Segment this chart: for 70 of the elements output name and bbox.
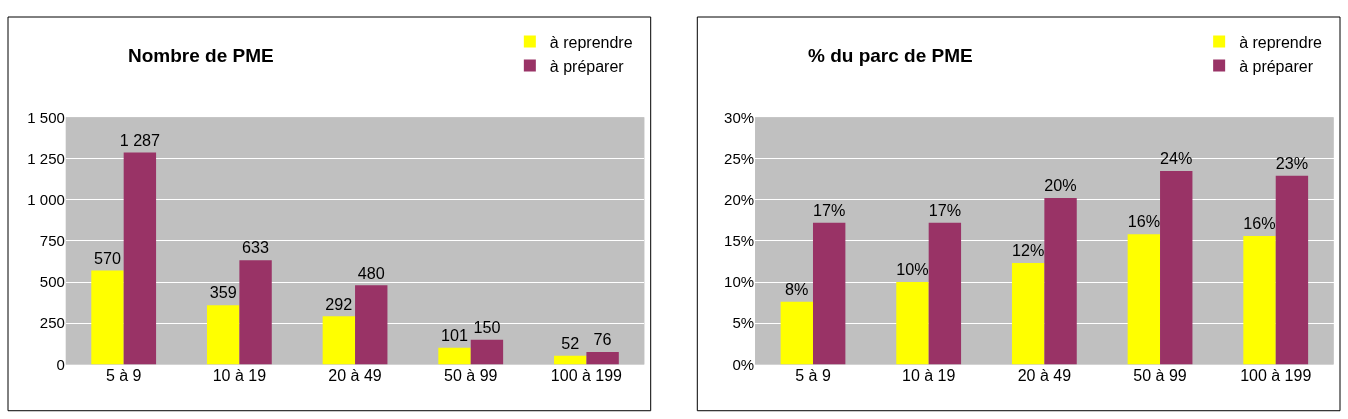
data-label: 23% bbox=[1275, 154, 1309, 173]
data-label: 480 bbox=[357, 263, 385, 282]
x-tick-label: 10 à 19 bbox=[212, 367, 267, 385]
data-label: 16% bbox=[1243, 214, 1276, 233]
bar bbox=[1044, 198, 1077, 365]
chart-title: Nombre de PME bbox=[128, 45, 274, 66]
data-label: 24% bbox=[1160, 149, 1193, 168]
data-label: 17% bbox=[813, 200, 846, 219]
x-tick-label: 20 à 49 bbox=[1017, 367, 1072, 385]
bar bbox=[206, 305, 240, 365]
data-label: 633 bbox=[242, 238, 270, 257]
y-tick-label: 750 bbox=[39, 232, 65, 250]
data-label: 359 bbox=[209, 283, 237, 302]
y-tick-label: 1 500 bbox=[27, 108, 65, 126]
legend-label: à reprendre bbox=[549, 33, 633, 51]
bar bbox=[239, 260, 272, 365]
data-label: 101 bbox=[441, 325, 469, 344]
y-tick-label: 250 bbox=[39, 314, 65, 332]
y-tick-label: 1 250 bbox=[27, 149, 65, 167]
y-tick-label: 20% bbox=[724, 190, 755, 208]
y-tick-label: 15% bbox=[724, 232, 755, 250]
bar bbox=[554, 355, 587, 365]
bar bbox=[780, 301, 813, 365]
data-label: 10% bbox=[896, 260, 929, 279]
x-tick-label: 10 à 19 bbox=[901, 367, 956, 385]
bar bbox=[438, 347, 471, 365]
data-label: 8% bbox=[785, 280, 809, 299]
x-tick-label: 20 à 49 bbox=[328, 367, 382, 385]
x-tick-label: 5 à 9 bbox=[105, 367, 142, 385]
legend-label: à préparer bbox=[549, 57, 625, 75]
y-tick-label: 0% bbox=[732, 355, 755, 373]
data-label: 20% bbox=[1044, 176, 1077, 195]
bar bbox=[1160, 170, 1193, 365]
bar bbox=[91, 270, 124, 365]
data-label: 570 bbox=[93, 248, 121, 267]
bar bbox=[1127, 234, 1161, 365]
bar bbox=[322, 316, 356, 365]
y-tick-label: 25% bbox=[724, 149, 755, 167]
bar bbox=[1011, 263, 1045, 365]
data-label: 17% bbox=[928, 200, 962, 219]
bar bbox=[1275, 175, 1309, 365]
x-tick-label: 50 à 99 bbox=[444, 367, 498, 385]
data-label: 1 287 bbox=[119, 130, 161, 149]
y-tick-label: 1 000 bbox=[27, 190, 65, 208]
x-tick-label: 100 à 199 bbox=[1240, 367, 1312, 385]
bar bbox=[1243, 235, 1276, 365]
bar bbox=[123, 152, 157, 365]
data-label: 76 bbox=[593, 330, 612, 349]
data-label: 292 bbox=[325, 294, 353, 313]
y-tick-label: 0 bbox=[56, 355, 65, 373]
data-label: 52 bbox=[561, 334, 580, 353]
data-label: 12% bbox=[1011, 241, 1045, 260]
x-tick-label: 5 à 9 bbox=[795, 367, 831, 385]
bar bbox=[896, 282, 929, 365]
legend-label: à reprendre bbox=[1239, 33, 1322, 51]
chart-title: % du parc de PME bbox=[808, 45, 973, 66]
bar bbox=[812, 222, 846, 365]
x-tick-label: 100 à 199 bbox=[550, 367, 623, 385]
data-label: 150 bbox=[473, 317, 501, 336]
y-tick-label: 10% bbox=[724, 273, 755, 291]
bar bbox=[586, 351, 619, 365]
bar bbox=[928, 222, 962, 365]
x-tick-label: 50 à 99 bbox=[1133, 367, 1187, 385]
bar bbox=[470, 339, 504, 365]
data-label: 16% bbox=[1127, 212, 1161, 231]
bar bbox=[355, 285, 388, 365]
y-tick-label: 30% bbox=[724, 108, 755, 126]
y-tick-label: 5% bbox=[732, 314, 755, 332]
legend-label: à préparer bbox=[1239, 57, 1314, 75]
y-tick-label: 500 bbox=[39, 273, 65, 291]
